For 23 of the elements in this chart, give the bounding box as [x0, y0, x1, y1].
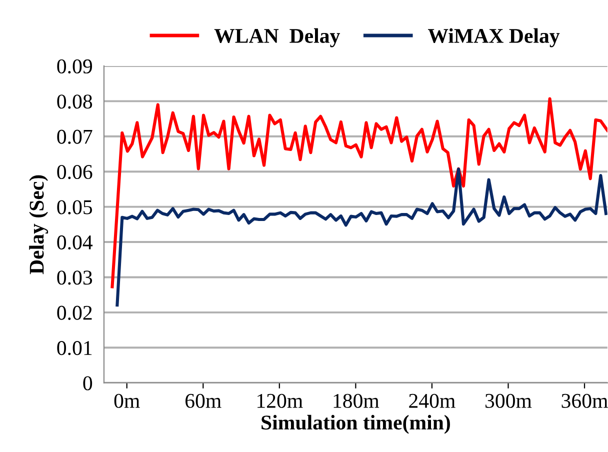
y-axis-title: Delay (Sec) — [29, 175, 48, 274]
y-tick-label: 0.04 — [57, 235, 93, 250]
y-tick-label: 0.08 — [57, 94, 92, 109]
y-tick-label: 0.06 — [57, 164, 92, 180]
x-tick-label: 180m — [334, 394, 380, 408]
line-series — [110, 97, 608, 288]
x-axis-title: Simulation time(min) — [262, 414, 450, 434]
x-tick-label: 240m — [409, 394, 456, 408]
y-tick-label: 0.05 — [57, 200, 92, 214]
x-tick-label: 360m — [562, 394, 608, 408]
y-tick-label: 0.07 — [57, 130, 92, 144]
line-series — [116, 168, 608, 307]
y-tick-label: 0.02 — [57, 306, 92, 320]
y-tick-label: 0.03 — [57, 270, 92, 285]
y-tick-label: 0.01 — [57, 341, 92, 356]
x-tick-label: 0m — [114, 394, 140, 408]
x-tick-label: 120m — [258, 394, 303, 408]
legend-label: WLAN Delay — [214, 28, 340, 48]
y-tick-label: 0 — [83, 376, 92, 390]
legend-label: WiMAX Delay — [428, 28, 560, 48]
x-tick-label: 60m — [186, 394, 222, 408]
y-tick-label: 0.09 — [57, 59, 92, 74]
x-tick-label: 300m — [486, 394, 532, 408]
